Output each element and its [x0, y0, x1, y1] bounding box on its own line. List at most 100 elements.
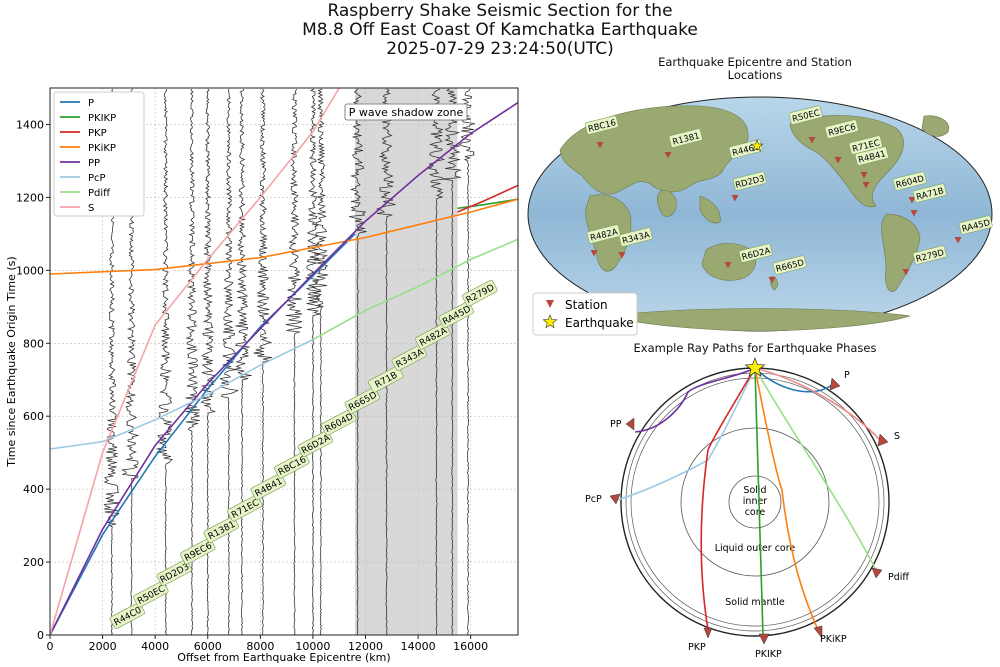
- phase-curve-pkikp: [457, 198, 518, 210]
- receiver-P-icon: [829, 377, 841, 391]
- core-mantle-boundary: [680, 427, 830, 577]
- landmass-antarctica: [609, 308, 911, 332]
- station-label-box: [109, 602, 146, 630]
- receiver-PKiKP-icon: [813, 625, 823, 639]
- ray-paths: [616, 367, 881, 636]
- map-station-icon: [954, 237, 962, 244]
- y-tick-label: 0: [37, 629, 44, 642]
- ray-earthquake-star-icon: [744, 357, 766, 377]
- ray-label-Pdiff: Pdiff: [888, 572, 909, 583]
- x-tick-label: 0: [47, 640, 54, 653]
- ray-PP: [634, 367, 756, 433]
- map-station-icon: [618, 252, 626, 259]
- phase-curve-pcp: [50, 338, 314, 450]
- station-label-box: [344, 387, 381, 415]
- map-label-box: [788, 105, 823, 125]
- shadow-zone-label-box: [344, 103, 468, 121]
- inner-core-label-3: core: [745, 507, 766, 518]
- map-label-box: [854, 146, 889, 166]
- map-station-icon: [862, 182, 870, 189]
- station-label-box: [297, 430, 334, 458]
- legend-label-pp: PP: [88, 158, 100, 169]
- legend-label-pkikp: PKIKP: [88, 113, 116, 124]
- legend-label-pkp: PKP: [88, 128, 107, 139]
- title-line-2: M8.8 Off East Coast Of Kamchatka Earthqu…: [302, 20, 698, 40]
- title-line-1: Raspberry Shake Seismic Section for the: [327, 1, 673, 21]
- x-tick-label: 12000: [348, 640, 383, 653]
- station-label-box: [321, 408, 357, 436]
- legend-label-pkikp: PKiKP: [88, 143, 116, 154]
- map-station-icon: [908, 197, 916, 204]
- map-earthquake-star-icon: [750, 139, 764, 152]
- ray-PcP: [616, 367, 756, 501]
- map-legend-earthquake-label: Earthquake: [565, 316, 634, 330]
- landmass-se-asia: [699, 195, 721, 224]
- x-tick-label: 4000: [141, 640, 169, 653]
- figure-title: Raspberry Shake Seismic Section for the …: [260, 2, 740, 59]
- map-label-box: [738, 243, 773, 263]
- seismogram-trace: [285, 88, 303, 635]
- chart-legend: P PKIKP PKP PKiKP PP PcP Pdiff S: [53, 91, 145, 217]
- ray-label-P: P: [844, 370, 850, 381]
- ray-label-PcP: PcP: [585, 494, 602, 505]
- map-station-icon: [590, 250, 598, 257]
- seismogram-trace: [156, 88, 174, 635]
- ray-label-PP: PP: [610, 419, 622, 430]
- landmass-india: [656, 189, 677, 217]
- plot-frame: [49, 87, 519, 636]
- receiver-PKIKP-icon: [758, 633, 770, 645]
- map-title-line-1: Earthquake Epicentre and Station: [658, 55, 852, 69]
- station-label-box: [203, 516, 240, 544]
- x-tick-label: 16000: [453, 640, 488, 653]
- phase-curve-s: [50, 88, 340, 635]
- world-map: RBC16R1381R446CR50ECR9EC6R71ECR4B41RD2D3…: [527, 96, 993, 336]
- landmass-greenland: [921, 115, 950, 137]
- y-tick-label: 600: [23, 410, 44, 423]
- map-label-box: [892, 171, 927, 191]
- map-station-icon: [768, 277, 776, 284]
- y-tick-label: 400: [23, 483, 44, 496]
- receiver-PP-icon: [625, 417, 635, 431]
- map-station-icon: [731, 195, 739, 202]
- ray-phase-labels: P S PP PcP Pdiff PKP PKIKP PKiKP: [585, 370, 909, 660]
- landmass-south-america: [881, 213, 921, 292]
- map-station-icon: [664, 152, 672, 159]
- mantle-label: Solid mantle: [725, 597, 785, 608]
- station-label-box: [274, 451, 310, 479]
- legend-label-p: P: [88, 98, 94, 109]
- map-station-icon: [834, 157, 842, 164]
- axes: 0 2000 4000 6000 8000 10000 12000 14000 16000 0 20…: [5, 118, 488, 664]
- legend-box: [53, 91, 145, 217]
- seismogram-trace: [311, 88, 329, 635]
- map-legend: Station Earthquake: [532, 292, 638, 336]
- seismogram-trace: [427, 88, 447, 635]
- seismogram-trace: [443, 88, 462, 635]
- seismogram-trace: [185, 89, 201, 635]
- x-tick-label: 14000: [401, 640, 436, 653]
- legend-label-s: S: [88, 203, 94, 214]
- map-station-icon: [910, 210, 918, 217]
- station-label-box: [415, 322, 451, 350]
- ray-label-PKiKP: PKiKP: [820, 634, 847, 645]
- map-station-icon: [596, 142, 604, 149]
- station-label-box: [156, 559, 193, 587]
- map-label-box: [732, 171, 767, 191]
- y-tick-label: 800: [23, 337, 44, 350]
- seismic-section-chart: R44C0R50ECRD2D3R9EC6R1381R71ECR4B41RBC16…: [5, 87, 519, 664]
- ray-label-PKP: PKP: [688, 642, 706, 653]
- map-station-icon: [808, 137, 816, 144]
- map-legend-station-label: Station: [565, 298, 608, 312]
- map-station-icon: [724, 262, 732, 269]
- phase-curve-p: [50, 233, 356, 635]
- station-label-box: [133, 580, 169, 608]
- shadow-zone-label: P wave shadow zone: [349, 106, 464, 119]
- map-station-markers: [590, 137, 962, 284]
- y-tick-label: 1400: [16, 118, 44, 131]
- station-label-box: [368, 365, 404, 393]
- seismogram-trace: [233, 88, 252, 635]
- seismogram-trace: [375, 88, 396, 635]
- y-tick-label: 200: [23, 556, 44, 569]
- phase-curve-pkp: [457, 184, 518, 213]
- outer-core-label: Liquid outer core: [715, 543, 796, 554]
